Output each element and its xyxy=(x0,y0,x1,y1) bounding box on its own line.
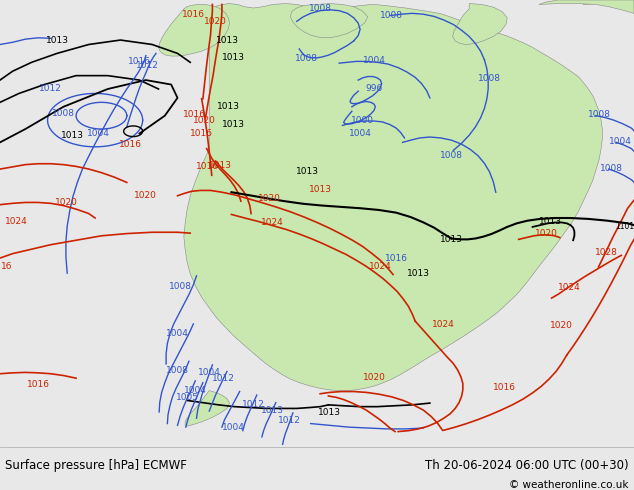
Text: 1024: 1024 xyxy=(432,320,455,329)
Text: 1004: 1004 xyxy=(87,129,110,138)
Text: 1004: 1004 xyxy=(184,386,207,395)
Text: 1004: 1004 xyxy=(222,422,245,432)
Text: 1005: 1005 xyxy=(176,393,198,402)
Text: 1020: 1020 xyxy=(134,191,157,200)
Text: 1012: 1012 xyxy=(136,61,158,71)
Text: 1013: 1013 xyxy=(209,161,232,170)
Text: 1012: 1012 xyxy=(39,84,62,94)
Text: 1013: 1013 xyxy=(296,167,319,176)
Text: 1016: 1016 xyxy=(119,140,141,149)
Text: 1024: 1024 xyxy=(369,263,392,271)
Text: 1020: 1020 xyxy=(204,17,227,26)
Polygon shape xyxy=(539,0,634,13)
Polygon shape xyxy=(583,0,634,9)
Text: © weatheronline.co.uk: © weatheronline.co.uk xyxy=(510,481,629,490)
Text: 1016: 1016 xyxy=(197,162,219,171)
Text: 1008: 1008 xyxy=(169,282,191,291)
Text: 16: 16 xyxy=(1,263,12,271)
Text: 1013: 1013 xyxy=(309,185,332,194)
Text: 1013: 1013 xyxy=(61,131,84,140)
Text: 1004: 1004 xyxy=(349,129,372,138)
Text: 1013: 1013 xyxy=(217,102,240,111)
Text: 1016: 1016 xyxy=(183,110,205,119)
Text: 1013: 1013 xyxy=(222,120,245,129)
Text: 1008: 1008 xyxy=(588,110,611,119)
Text: 1004: 1004 xyxy=(166,329,189,338)
Text: 1020: 1020 xyxy=(55,198,78,207)
Text: 1000: 1000 xyxy=(351,116,374,124)
Polygon shape xyxy=(158,4,230,56)
Text: 1020: 1020 xyxy=(535,229,558,238)
Text: 1101: 1101 xyxy=(615,221,634,230)
Text: 1012: 1012 xyxy=(242,400,265,409)
Text: 1004: 1004 xyxy=(363,56,385,66)
Text: 1013: 1013 xyxy=(46,36,68,45)
Text: 1008: 1008 xyxy=(600,164,623,172)
Text: 1016: 1016 xyxy=(182,10,205,19)
Text: 1024: 1024 xyxy=(4,217,27,226)
Text: 1013: 1013 xyxy=(539,217,562,226)
Text: 1008: 1008 xyxy=(440,151,463,160)
Text: 1008: 1008 xyxy=(295,54,318,63)
Text: 1013: 1013 xyxy=(318,408,341,417)
Text: 1013: 1013 xyxy=(216,36,239,45)
Polygon shape xyxy=(290,3,368,38)
Text: 1020: 1020 xyxy=(258,195,281,203)
Text: 1016: 1016 xyxy=(190,129,213,138)
Text: 1013: 1013 xyxy=(440,235,463,244)
Polygon shape xyxy=(185,391,230,426)
Text: 1008: 1008 xyxy=(478,74,501,83)
Text: 1013: 1013 xyxy=(261,406,284,415)
Text: 1004: 1004 xyxy=(609,137,631,146)
Text: 1020: 1020 xyxy=(193,116,216,124)
Text: 1016: 1016 xyxy=(385,254,408,264)
Text: Th 20-06-2024 06:00 UTC (00+30): Th 20-06-2024 06:00 UTC (00+30) xyxy=(425,459,629,472)
Text: Surface pressure [hPa] ECMWF: Surface pressure [hPa] ECMWF xyxy=(5,459,187,472)
Text: 1012: 1012 xyxy=(212,374,235,383)
Polygon shape xyxy=(184,3,602,391)
Text: 1008: 1008 xyxy=(380,11,403,20)
Text: 1016: 1016 xyxy=(128,57,151,66)
Text: 1004: 1004 xyxy=(198,368,221,377)
Text: 1013: 1013 xyxy=(222,53,245,62)
Text: 1008: 1008 xyxy=(52,109,75,118)
Text: 1024: 1024 xyxy=(261,218,284,227)
Text: 1024: 1024 xyxy=(558,283,581,292)
Text: 1020: 1020 xyxy=(363,373,385,382)
Text: 1013: 1013 xyxy=(407,269,430,278)
Text: 1016: 1016 xyxy=(27,380,49,389)
Text: 996: 996 xyxy=(365,84,383,94)
Text: 1028: 1028 xyxy=(595,248,618,257)
Text: 1016: 1016 xyxy=(493,384,515,392)
Text: 1020: 1020 xyxy=(550,321,573,330)
Polygon shape xyxy=(453,3,507,45)
Text: 1008: 1008 xyxy=(166,366,189,375)
Text: 1008: 1008 xyxy=(309,4,332,13)
Text: 1012: 1012 xyxy=(278,416,301,425)
